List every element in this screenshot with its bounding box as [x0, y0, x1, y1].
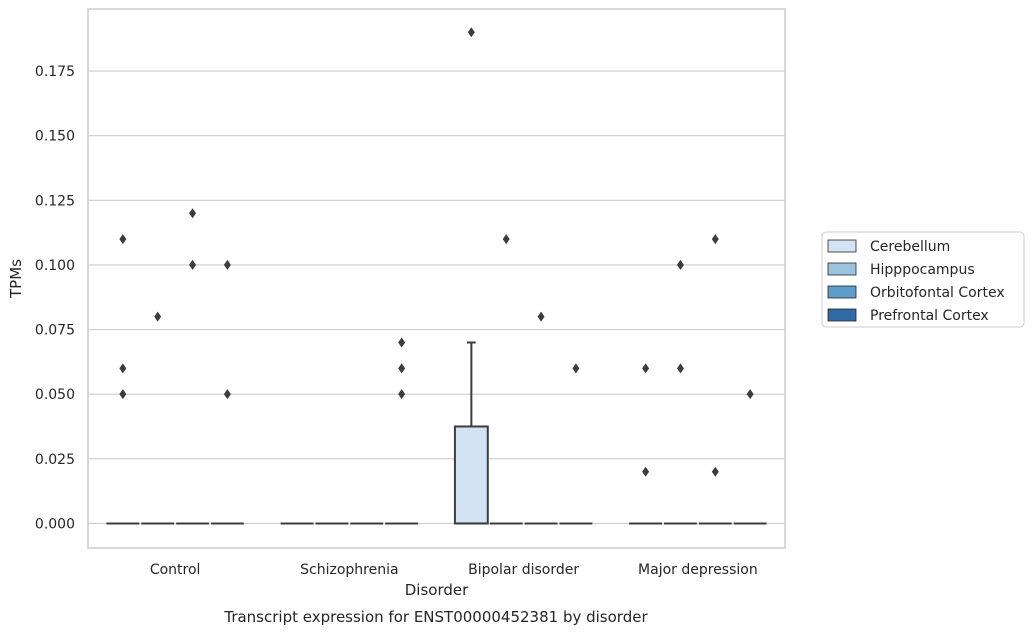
- outlier-point: [642, 466, 650, 477]
- x-tick-label: Control: [150, 562, 201, 578]
- legend-label: Orbitofontal Cortex: [870, 285, 1005, 301]
- outlier-point: [398, 337, 406, 348]
- outlier-point: [711, 234, 719, 245]
- outlier-point: [676, 259, 684, 270]
- y-tick-label: 0.150: [35, 129, 75, 145]
- plot-frame: [87, 8, 786, 549]
- outlier-point: [537, 311, 545, 322]
- x-tick-label: Major depression: [638, 562, 758, 578]
- outlier-point: [398, 363, 406, 374]
- legend-label: Cerebellum: [870, 239, 950, 255]
- x-tick-label: Bipolar disorder: [468, 562, 579, 578]
- y-tick-label: 0.050: [35, 387, 75, 403]
- x-axis-title: Disorder: [405, 581, 469, 599]
- outlier-point: [398, 389, 406, 400]
- y-tick-label: 0.125: [35, 193, 75, 209]
- outlier-point: [223, 259, 231, 270]
- outliers: [119, 27, 754, 477]
- box: [453, 425, 489, 525]
- y-tick-label: 0.100: [35, 258, 75, 274]
- x-axis-ticks: Control Schizophrenia Bipolar disorder Majo…: [150, 562, 758, 578]
- outlier-point: [746, 389, 754, 400]
- outlier-point: [189, 259, 197, 270]
- outlier-point: [572, 363, 580, 374]
- legend: Cerebellum Hipppocampus Orbitofontal Corte…: [821, 231, 1025, 328]
- legend-swatch: [827, 262, 857, 276]
- y-tick-label: 0.175: [35, 64, 75, 80]
- legend-label: Prefrontal Cortex: [870, 308, 989, 324]
- outlier-point: [676, 363, 684, 374]
- outlier-point: [502, 234, 510, 245]
- y-tick-label: 0.000: [35, 516, 75, 532]
- gridlines: [88, 70, 785, 525]
- boxes: [106, 341, 767, 525]
- legend-label: Hipppocampus: [870, 262, 975, 278]
- y-axis-title: TPMs: [7, 259, 25, 299]
- outlier-point: [154, 311, 162, 322]
- legend-swatch: [827, 239, 857, 253]
- outlier-point: [119, 234, 127, 245]
- outlier-point: [119, 389, 127, 400]
- x-tick-label: Schizophrenia: [300, 562, 398, 578]
- y-axis-ticks: 0.000 0.025 0.050 0.075 0.100 0.125 0.150 0.175: [35, 64, 75, 532]
- outlier-point: [642, 363, 650, 374]
- y-tick-label: 0.075: [35, 323, 75, 339]
- outlier-point: [119, 363, 127, 374]
- legend-swatch: [827, 308, 857, 322]
- outlier-point: [711, 466, 719, 477]
- legend-swatch: [827, 285, 857, 299]
- chart-caption: Transcript expression for ENST0000045238…: [223, 608, 648, 626]
- outlier-point: [223, 389, 231, 400]
- legend-frame: [821, 231, 1025, 328]
- outlier-point: [467, 27, 475, 38]
- outlier-point: [189, 208, 197, 219]
- y-tick-label: 0.025: [35, 452, 75, 468]
